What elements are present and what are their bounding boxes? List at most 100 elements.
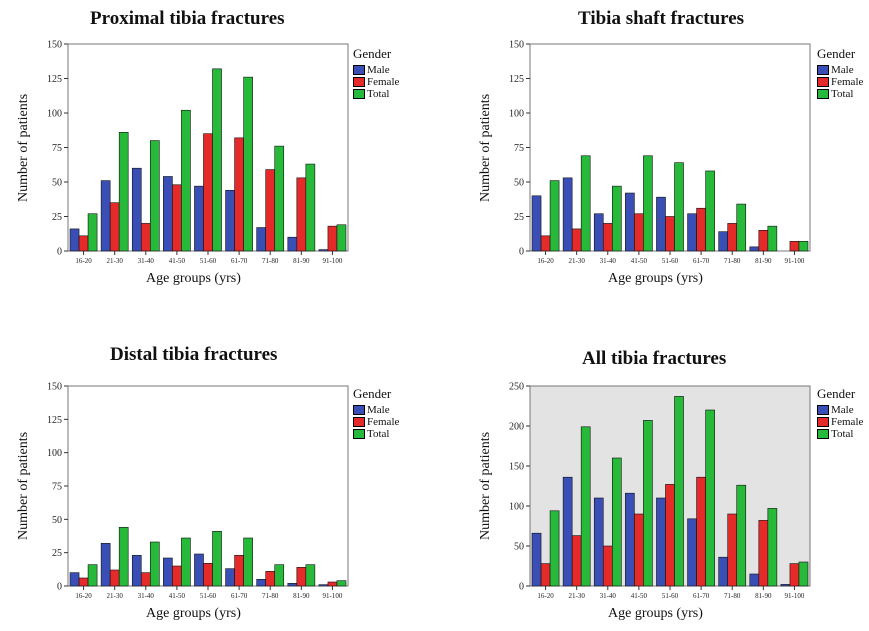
x-tick-label: 31-40 [600,257,617,265]
legend: Gender Male Female Total [353,46,399,100]
legend-swatch [817,65,829,75]
legend: Gender Male Female Total [817,46,863,100]
legend-label: Female [831,76,864,88]
bar-total-51-60 [212,68,222,252]
x-tick-label: 81-90 [293,592,310,600]
x-tick-label: 16-20 [75,592,92,600]
x-tick-label: 61-70 [231,257,248,265]
x-tick-label: 31-40 [138,592,155,600]
bar-total-61-70 [705,170,715,252]
bar-male-16-20 [531,532,542,587]
bar-male-31-40 [131,555,142,587]
y-axis-label: Number of patients [478,431,493,541]
legend-title: Gender [817,46,856,61]
legend-item-total: Total [817,88,863,100]
bar-total-41-50 [643,155,653,252]
legend-item-total: Total [817,428,863,440]
legend-swatch [817,77,829,87]
legend: Gender Male Female Total [353,386,399,440]
legend-label: Total [831,428,854,440]
legend-label: Male [831,64,854,76]
bar-total-21-30 [580,155,591,252]
x-tick-label: 81-90 [755,592,772,600]
bar-total-71-80 [736,484,747,587]
bar-total-71-80 [736,203,747,252]
y-tick-label: 75 [514,143,524,154]
bar-total-91-100 [798,241,809,252]
bar-male-31-40 [593,497,604,587]
bar-male-71-80 [718,556,729,587]
y-tick-label: 250 [509,382,524,393]
y-tick-label: 75 [52,143,62,154]
y-tick-label: 50 [52,178,62,189]
legend: Gender Male Female Total [817,386,863,440]
legend-swatch [817,89,829,99]
legend-label: Male [367,404,390,416]
bar-total-21-30 [580,426,591,587]
legend-swatch [353,417,365,427]
bar-total-81-90 [767,508,778,587]
y-tick-label: 0 [57,247,62,258]
bar-total-31-40 [611,457,622,587]
bar-female-81-90 [758,520,769,587]
legend-label: Total [831,88,854,100]
x-tick-label: 91-100 [785,592,805,600]
bar-total-81-90 [305,564,316,587]
x-tick-label: 41-50 [631,592,648,600]
legend-item-female: Female [353,416,399,428]
y-tick-label: 100 [47,448,62,459]
bar-total-91-100 [336,580,347,587]
chart-title: All tibia fractures [582,348,727,369]
legend-item-male: Male [353,64,399,76]
y-tick-label: 100 [509,502,524,513]
bar-total-91-100 [336,224,347,252]
y-tick-label: 150 [509,462,524,473]
x-tick-label: 21-30 [106,592,123,600]
legend-title: Gender [353,46,392,61]
x-tick-label: 91-100 [323,257,343,265]
bar-male-21-30 [100,543,111,587]
legend-item-total: Total [353,428,399,440]
legend-label: Female [367,76,400,88]
legend-item-female: Female [817,416,863,428]
x-tick-label: 71-80 [262,592,279,600]
y-tick-label: 0 [519,582,524,593]
bar-total-31-40 [611,185,622,252]
bar-male-51-60 [656,497,666,587]
bar-female-61-70 [696,476,706,587]
y-tick-label: 0 [519,247,524,258]
x-tick-label: 41-50 [631,257,648,265]
bar-total-16-20 [87,564,98,587]
bar-female-91-100 [789,563,800,587]
x-tick-label: 51-60 [662,257,679,265]
x-tick-label: 31-40 [138,257,155,265]
bar-male-21-30 [562,177,573,252]
bar-female-16-20 [540,563,551,587]
y-tick-label: 125 [47,415,62,426]
x-tick-label: 16-20 [75,257,92,265]
x-tick-label: 21-30 [568,592,585,600]
legend-swatch [353,429,365,439]
y-tick-label: 50 [514,178,524,189]
legend-swatch [353,77,365,87]
bar-male-81-90 [749,573,760,587]
chart-title: Distal tibia fractures [110,344,278,365]
bar-male-31-40 [131,167,142,252]
bar-total-81-90 [767,225,778,252]
y-tick-label: 0 [57,582,62,593]
bar-total-51-60 [674,162,684,252]
bar-total-31-40 [149,140,160,252]
bar-total-41-50 [643,420,653,587]
chart-title: Tibia shaft fractures [578,8,745,29]
x-tick-label: 91-100 [323,592,343,600]
legend-label: Female [831,416,864,428]
bar-male-41-50 [625,492,635,587]
x-tick-label: 61-70 [231,592,248,600]
bar-female-21-30 [571,535,582,587]
bar-female-71-80 [727,513,738,587]
x-axis-label: Age groups (yrs) [146,606,241,621]
